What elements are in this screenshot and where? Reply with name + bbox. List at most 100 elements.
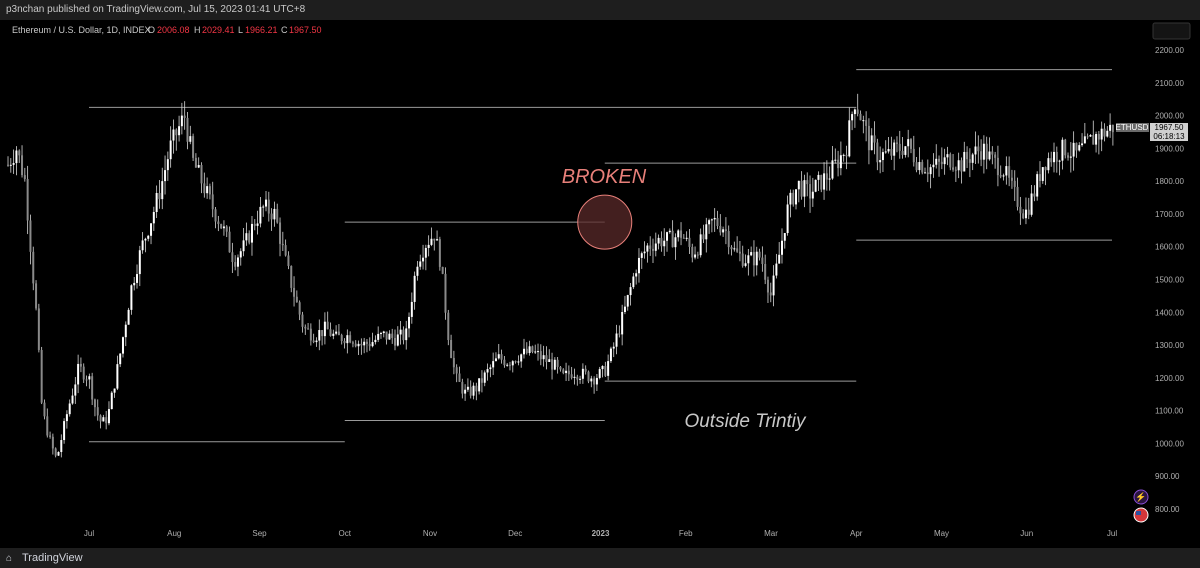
- candle-body: [946, 154, 949, 158]
- candle-body: [1044, 167, 1047, 171]
- x-tick-label: Oct: [339, 529, 352, 538]
- candle-body: [1047, 158, 1050, 171]
- y-tick-label: 1400.00: [1155, 308, 1184, 317]
- candle-body: [478, 378, 481, 392]
- candle-body: [492, 361, 495, 368]
- footer-bar: ⌂ TradingView: [0, 548, 1200, 568]
- chart-settings-box[interactable]: [1152, 22, 1191, 40]
- candle-body: [281, 243, 284, 246]
- candle-body: [637, 257, 640, 274]
- legend-c-label: C: [281, 25, 288, 35]
- candle-body: [1033, 193, 1036, 197]
- candle-body: [46, 416, 49, 436]
- candle-body: [595, 377, 598, 385]
- candle-body: [1010, 177, 1013, 181]
- candle-body: [68, 403, 71, 415]
- candle-body: [312, 340, 315, 343]
- y-tick-label: 1900.00: [1155, 144, 1184, 153]
- candle-body: [402, 329, 405, 341]
- candle-body: [573, 376, 576, 378]
- candle-body: [270, 213, 273, 220]
- candle-body: [147, 235, 150, 239]
- candle-body: [214, 209, 217, 222]
- candle-body: [1053, 151, 1056, 163]
- candle-body: [424, 247, 427, 258]
- candle-body: [410, 301, 413, 317]
- candle-body: [433, 238, 436, 241]
- candle-body: [461, 381, 464, 394]
- candle-body: [63, 421, 66, 441]
- candle-body: [982, 143, 985, 160]
- price-axis: 2200.00 2100.00 2000.00 1900.00 1800.00 1700.…: [1155, 46, 1184, 514]
- candle-body: [710, 219, 713, 221]
- candle-body: [133, 282, 136, 286]
- candle-body: [520, 354, 523, 362]
- y-tick-label: 2200.00: [1155, 46, 1184, 55]
- candle-body: [71, 395, 74, 404]
- candle-body: [441, 266, 444, 274]
- candle-body: [105, 417, 108, 424]
- candle-body: [809, 184, 812, 199]
- candle-body: [929, 167, 932, 175]
- candle-body: [43, 402, 46, 417]
- candle-body: [450, 339, 453, 358]
- candle-body: [567, 370, 570, 375]
- legend-o-label: O: [148, 25, 155, 35]
- candle-body: [562, 369, 565, 374]
- candle-body: [357, 343, 360, 347]
- price-tag: [1150, 123, 1188, 132]
- candle-body: [242, 240, 245, 252]
- candle-body: [1055, 151, 1058, 162]
- candle-body: [1061, 139, 1064, 161]
- candle-body: [458, 373, 461, 382]
- candle-body: [371, 342, 374, 347]
- candle-body: [1019, 206, 1022, 214]
- candle-body: [206, 186, 209, 194]
- candle-body: [528, 346, 531, 354]
- candle-body: [755, 251, 758, 266]
- candle-body: [248, 233, 251, 243]
- candle-body: [447, 312, 450, 340]
- candle-body: [1097, 134, 1100, 140]
- candle-body: [587, 371, 590, 382]
- broken-circle-marker[interactable]: [577, 194, 633, 250]
- candle-body: [733, 248, 736, 250]
- candle-body: [918, 162, 921, 171]
- candle-body: [107, 409, 110, 424]
- candle-body: [797, 180, 800, 190]
- candle-body: [444, 273, 447, 313]
- candle-body: [537, 351, 540, 353]
- candle-body: [506, 364, 509, 366]
- candle-body: [183, 115, 186, 118]
- candle-body: [968, 159, 971, 163]
- candle-body: [180, 115, 183, 127]
- candle-body: [500, 354, 503, 360]
- x-tick-label: Aug: [167, 529, 181, 538]
- candle-body: [677, 230, 680, 238]
- candle-body: [579, 378, 582, 380]
- candle-body: [778, 254, 781, 264]
- candle-body: [517, 361, 520, 363]
- candle-body: [867, 125, 870, 151]
- price-chart[interactable]: 2200.00 2100.00 2000.00 1900.00 1800.00 1700.…: [0, 20, 1200, 548]
- candle-body: [88, 376, 91, 380]
- y-tick-label: 1200.00: [1155, 374, 1184, 383]
- candle-body: [938, 158, 941, 162]
- candle-body: [1024, 209, 1027, 219]
- candle-body: [419, 261, 422, 267]
- candle-body: [576, 376, 579, 380]
- candle-body: [660, 237, 663, 247]
- candle-body: [943, 157, 946, 165]
- candle-body: [839, 155, 842, 169]
- candle-body: [349, 335, 352, 343]
- candle-body: [427, 244, 430, 248]
- lightning-icon[interactable]: [1133, 489, 1149, 505]
- chart-area[interactable]: 2200.00 2100.00 2000.00 1900.00 1800.00 1700.…: [0, 20, 1200, 548]
- candle-body: [643, 251, 646, 254]
- candle-body: [792, 192, 795, 205]
- candle-body: [508, 364, 511, 366]
- candle-body: [694, 254, 697, 258]
- candle-body: [262, 206, 265, 208]
- candle-body: [298, 302, 301, 315]
- candle-body: [54, 448, 57, 456]
